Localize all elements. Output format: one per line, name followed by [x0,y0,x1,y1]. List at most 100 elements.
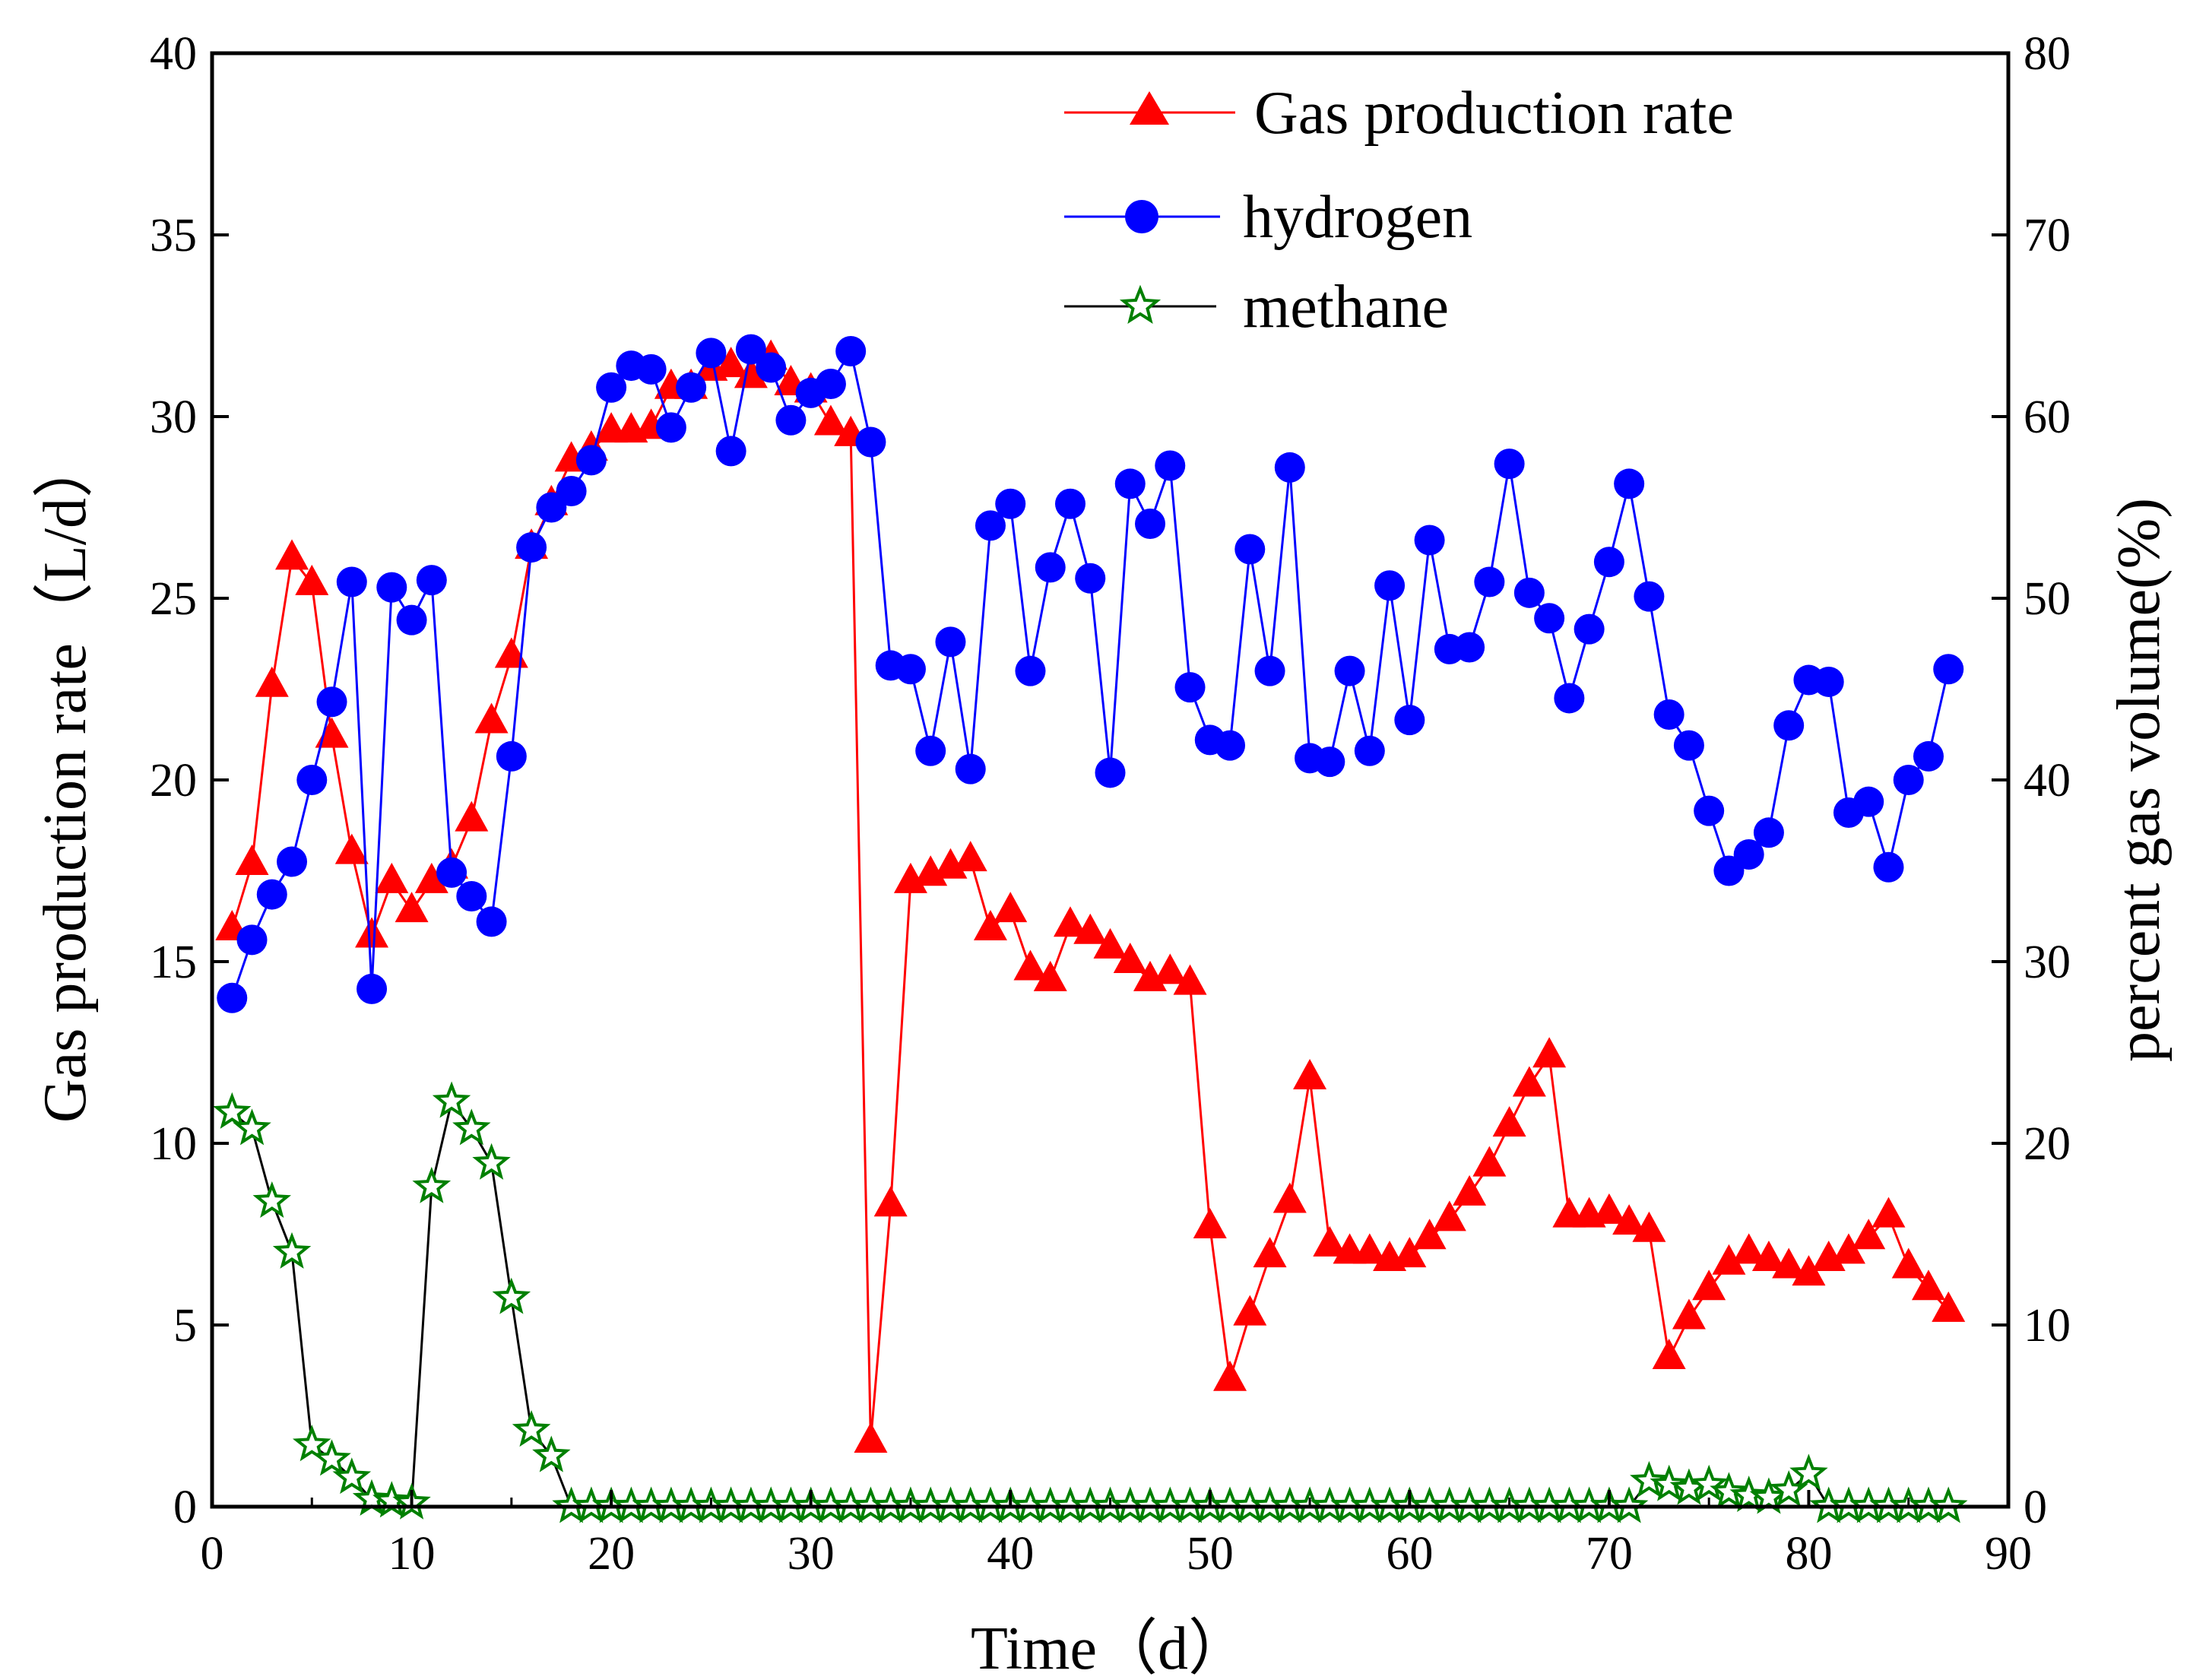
gas-rate-point [295,564,329,595]
gas-rate-point [1272,1182,1307,1213]
y-tick-label: 20 [150,755,197,807]
hydrogen-point [1095,757,1126,788]
hydrogen-point [596,372,627,403]
x-tick-label: 20 [588,1528,635,1580]
hydrogen-point [735,334,766,365]
hydrogen-point [1374,570,1406,601]
gas-rate-point [235,844,269,875]
gas-rate-point [1153,953,1187,984]
gas-rate-point [455,800,489,832]
gas-rate-point [1013,949,1047,981]
gas-rate-point [355,917,389,948]
gas-rate-point [1632,1211,1666,1242]
gas-rate-point [1412,1219,1447,1250]
hydrogen-point [895,654,926,685]
y-tick-label: 0 [173,1482,197,1533]
hydrogen-point [775,404,807,436]
hydrogen-point [357,973,388,1004]
hydrogen-point [1274,452,1305,483]
hydrogen-point [556,475,587,506]
hydrogen-point [855,426,886,458]
methane-point [532,1435,571,1472]
hydrogen-point [935,626,966,658]
x-tick-label: 70 [1586,1528,1633,1580]
hydrogen-point [1494,449,1525,480]
hydrogen-point [1394,705,1425,736]
ticks-layer: 0 10 20 30 40 50 60 70 80 90051015202530354001020… [150,28,2071,1580]
methane-point [1689,1464,1729,1501]
x-tick-label: 10 [388,1528,436,1580]
y2-tick-label: 70 [2024,210,2071,262]
hydrogen-point [1314,746,1345,778]
hydrogen-point [496,740,527,772]
gas-rate-point [813,404,848,436]
methane-point [1650,1464,1688,1501]
gas-rate-point [1831,1233,1865,1264]
gas-rate-point [714,347,748,378]
methane-point [312,1439,351,1476]
hydrogen-point [516,532,547,563]
hydrogen-point [1254,655,1285,686]
hydrogen-point [635,353,667,385]
hydrogen-point [1155,450,1186,481]
gas-rate-point [255,666,289,697]
hydrogen-point [1054,488,1085,519]
hydrogen-point [1474,566,1505,598]
gas-rate-point [1512,1066,1546,1097]
y-tick-label: 15 [150,937,197,988]
gas-rate-point [1751,1240,1786,1271]
y-tick-label: 40 [150,28,197,80]
hydrogen-point [955,753,986,785]
gas-rate-point [1313,1225,1347,1257]
y-tick-label: 30 [150,391,197,443]
y-axis-title: Gas production rate（L/d） [32,437,99,1123]
hydrogen-point [1334,655,1365,686]
hydrogen-point [915,735,946,766]
gas-rate-point [315,717,349,748]
hydrogen-point [1513,577,1545,608]
y2-tick-label: 20 [2024,1118,2071,1170]
hydrogen-point [676,372,707,403]
gas-rate-point [334,833,369,864]
hydrogen-point [456,880,487,911]
y2-tick-label: 60 [2024,391,2071,443]
legend-marker-hydrogen [1125,200,1158,233]
methane-point [472,1143,511,1180]
legend-marker-methane [1119,284,1162,325]
gas-rate-point [1692,1270,1726,1301]
gas-rate-point [953,841,987,872]
gas-rate-point [414,862,448,893]
methane-point [332,1457,372,1495]
hydrogen-point [1414,525,1445,556]
hydrogen-point [336,566,367,598]
gas-rate-point [1672,1298,1706,1330]
hydrogen-point [436,857,467,888]
gas-production-rate-line [230,357,1950,1442]
y2-tick-label: 0 [2024,1482,2047,1533]
hydrogen-point [655,412,686,443]
gas-rate-point [1871,1197,1906,1228]
hydrogen-point [575,445,607,476]
x-tick-label: 50 [1187,1528,1234,1580]
hydrogen-point [296,765,328,795]
gas-rate-point [1293,1058,1327,1089]
gas-rate-point [734,357,768,388]
legend-marker-gas [1130,91,1169,125]
x-tick-label: 40 [987,1528,1034,1580]
hydrogen-point [1234,534,1266,565]
gas-rate-point [474,702,509,734]
gas-rate-point [1772,1247,1806,1279]
gas-rate-point [1652,1339,1686,1370]
gas-rate-point [1233,1295,1267,1326]
hydrogen-point [476,906,507,937]
hydrogen-point [1035,552,1066,583]
hydrogen-point [277,846,308,877]
y2-tick-label: 30 [2024,937,2071,988]
y-tick-label: 10 [150,1118,197,1170]
y-tick-label: 25 [150,573,197,625]
x-tick-label: 0 [201,1528,224,1580]
legend-label-methane: methane [1243,274,1449,341]
x-tick-label: 60 [1386,1528,1433,1580]
y2-tick-label: 80 [2024,28,2071,80]
gas-rate-point [1612,1204,1646,1235]
